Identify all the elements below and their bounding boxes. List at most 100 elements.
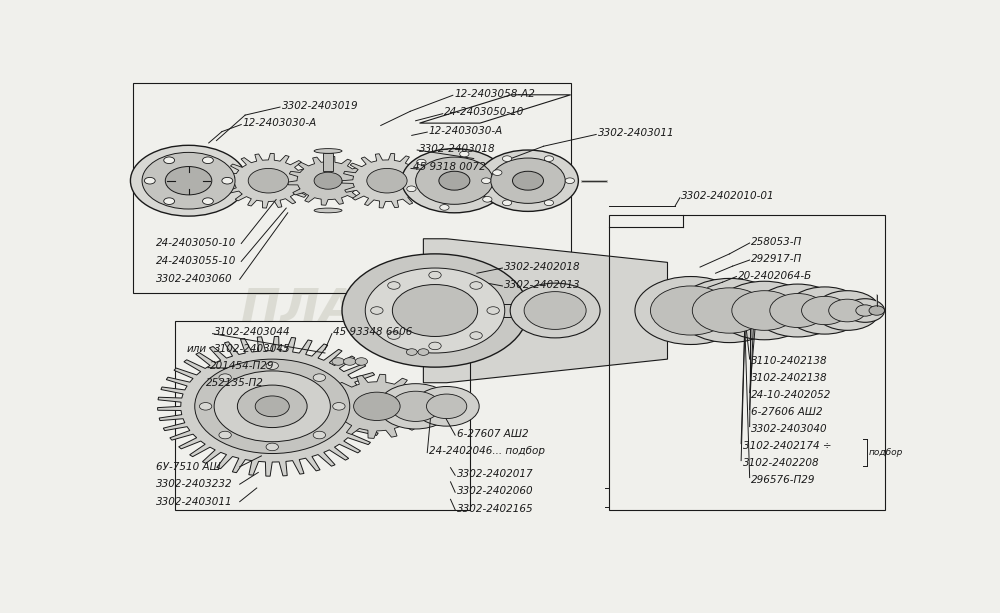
Text: 3302-2403011: 3302-2403011: [598, 128, 674, 138]
Circle shape: [692, 288, 767, 333]
Text: 12-2403030-А: 12-2403030-А: [243, 118, 317, 128]
Ellipse shape: [314, 148, 342, 153]
Polygon shape: [288, 156, 368, 205]
Polygon shape: [158, 337, 387, 476]
Text: 3302-2402018: 3302-2402018: [504, 262, 581, 272]
Circle shape: [164, 157, 175, 164]
Circle shape: [142, 153, 235, 209]
Circle shape: [510, 283, 600, 338]
Circle shape: [770, 294, 826, 327]
Circle shape: [378, 384, 453, 429]
Ellipse shape: [314, 208, 342, 213]
Text: 3302-2403019: 3302-2403019: [282, 101, 358, 111]
Circle shape: [391, 391, 440, 421]
Circle shape: [856, 305, 874, 316]
Circle shape: [482, 178, 491, 183]
Text: 6-27606 АШ2: 6-27606 АШ2: [751, 408, 823, 417]
Circle shape: [202, 198, 213, 205]
Circle shape: [388, 332, 400, 340]
Circle shape: [470, 332, 482, 340]
Bar: [133, 83, 571, 293]
Circle shape: [754, 284, 841, 337]
Bar: [609, 215, 885, 510]
Text: 3302-2402010-01: 3302-2402010-01: [681, 191, 775, 201]
Circle shape: [219, 374, 231, 381]
Circle shape: [786, 287, 864, 334]
Text: или: или: [186, 345, 206, 354]
Circle shape: [650, 286, 731, 335]
Circle shape: [565, 178, 574, 183]
Circle shape: [512, 171, 544, 190]
Circle shape: [716, 281, 812, 340]
Circle shape: [846, 299, 885, 322]
Circle shape: [406, 349, 417, 356]
Polygon shape: [223, 153, 313, 208]
Circle shape: [355, 358, 368, 365]
Polygon shape: [342, 153, 432, 208]
Circle shape: [802, 296, 848, 325]
Circle shape: [164, 198, 175, 205]
Circle shape: [313, 432, 326, 439]
Text: 45 9318 0072: 45 9318 0072: [413, 162, 485, 172]
Text: 3302-2403232: 3302-2403232: [156, 479, 233, 489]
Circle shape: [502, 200, 512, 205]
Circle shape: [416, 157, 493, 204]
Circle shape: [165, 167, 212, 195]
Circle shape: [460, 151, 469, 157]
Circle shape: [677, 278, 782, 343]
Text: 3102-2403044: 3102-2403044: [214, 327, 291, 337]
Circle shape: [392, 284, 478, 337]
Circle shape: [635, 276, 747, 345]
Text: 24-2403055-10: 24-2403055-10: [156, 256, 236, 267]
Text: 6У-7510 АШ: 6У-7510 АШ: [156, 462, 221, 472]
Bar: [323, 153, 333, 171]
Text: 3302-2402165: 3302-2402165: [457, 504, 533, 514]
Circle shape: [429, 342, 441, 349]
Circle shape: [402, 148, 507, 213]
Circle shape: [266, 362, 278, 370]
Circle shape: [429, 272, 441, 279]
Text: 24-2402046... подбор: 24-2402046... подбор: [429, 446, 545, 456]
Circle shape: [344, 358, 356, 365]
Text: 12-2403030-А: 12-2403030-А: [429, 126, 503, 135]
Circle shape: [491, 158, 565, 204]
Bar: [175, 321, 470, 510]
Text: 3110-2402138: 3110-2402138: [751, 357, 828, 367]
Circle shape: [483, 197, 492, 202]
Text: 12-2403058-А2: 12-2403058-А2: [454, 89, 535, 99]
Circle shape: [478, 150, 578, 211]
Text: 24-2403050-10: 24-2403050-10: [156, 238, 236, 248]
Circle shape: [222, 177, 233, 184]
Circle shape: [407, 186, 416, 192]
Circle shape: [199, 403, 212, 410]
Circle shape: [130, 145, 247, 216]
Text: 292917-П: 292917-П: [751, 254, 802, 264]
Text: 3102-2403045: 3102-2403045: [214, 345, 291, 354]
Circle shape: [417, 159, 426, 165]
Circle shape: [248, 169, 289, 193]
Text: 20-2402064-Б: 20-2402064-Б: [738, 270, 812, 281]
Circle shape: [367, 169, 407, 193]
Text: 3302-2403040: 3302-2403040: [751, 424, 828, 435]
Text: 6-27607 АШ2: 6-27607 АШ2: [457, 428, 528, 439]
Circle shape: [314, 172, 342, 189]
Circle shape: [732, 291, 797, 330]
Text: 3302-2402060: 3302-2402060: [457, 486, 533, 497]
Circle shape: [493, 170, 502, 175]
Circle shape: [237, 385, 307, 428]
Circle shape: [266, 443, 278, 451]
Circle shape: [418, 349, 429, 356]
Circle shape: [869, 306, 885, 315]
Circle shape: [544, 200, 554, 205]
Circle shape: [502, 156, 512, 161]
Circle shape: [255, 396, 289, 417]
Text: 3302-2402013: 3302-2402013: [504, 280, 581, 290]
Circle shape: [342, 254, 528, 367]
Circle shape: [524, 292, 586, 329]
Text: 201454-П29: 201454-П29: [209, 361, 274, 371]
Bar: [462, 304, 555, 317]
Text: 296576-П29: 296576-П29: [751, 476, 816, 485]
Text: 24-10-2402052: 24-10-2402052: [751, 390, 832, 400]
Circle shape: [219, 432, 231, 439]
Circle shape: [332, 358, 344, 365]
